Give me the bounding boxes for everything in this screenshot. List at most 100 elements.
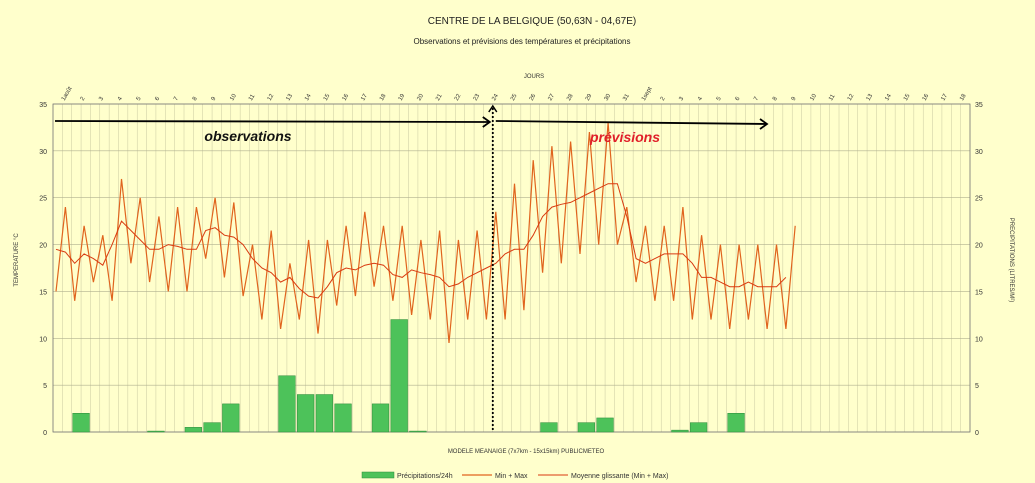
precipitation-bar bbox=[147, 430, 165, 433]
day-tick-label: 25 bbox=[510, 93, 519, 102]
precipitation-bar bbox=[690, 422, 708, 433]
chart-title: CENTRE DE LA BELGIQUE (50,63N - 04,67E) bbox=[428, 16, 636, 27]
day-tick-label: 8 bbox=[192, 96, 199, 102]
legend-swatch-precipitation bbox=[361, 471, 395, 479]
precipitation-bar bbox=[540, 422, 558, 433]
day-tick-label: 2 bbox=[660, 96, 667, 102]
day-tick-label: 28 bbox=[566, 93, 575, 102]
day-tick-label: 13 bbox=[285, 93, 294, 102]
annotations: observations prévisions bbox=[54, 104, 769, 432]
day-tick-label: 26 bbox=[529, 93, 538, 102]
y-tick-label-left: 0 bbox=[43, 430, 47, 437]
precipitation-bar bbox=[334, 403, 352, 433]
precipitation-bar bbox=[184, 427, 202, 433]
y-axis-label-left: TEMPERATURE °C bbox=[14, 233, 20, 287]
day-tick-label: 27 bbox=[547, 93, 556, 102]
y-tick-label-right: 30 bbox=[975, 149, 983, 156]
y-tick-label-left: 10 bbox=[39, 336, 47, 343]
day-tick-label: 11 bbox=[248, 93, 257, 102]
precipitation-bar bbox=[222, 403, 240, 433]
precipitation-bar bbox=[390, 319, 408, 433]
day-tick-label: 20 bbox=[416, 93, 425, 102]
legend-label-precipitation: Précipitations/24h bbox=[397, 473, 453, 480]
previsions-label: prévisions bbox=[589, 129, 660, 145]
chart-subtitle: Observations et prévisions des températu… bbox=[414, 37, 631, 46]
day-tick-label: 18 bbox=[379, 93, 388, 102]
day-tick-label: 17 bbox=[940, 93, 949, 102]
today-arrowhead bbox=[488, 104, 498, 113]
day-tick-label: 12 bbox=[267, 93, 276, 102]
day-tick-label: 22 bbox=[454, 93, 463, 102]
day-tick-label: 18 bbox=[959, 93, 968, 102]
day-tick-label: 13 bbox=[866, 93, 875, 102]
legend-label-moving-average: Moyenne glissante (Min + Max) bbox=[571, 473, 668, 480]
day-tick-label: 4 bbox=[697, 96, 704, 102]
y-tick-label-left: 20 bbox=[39, 243, 47, 250]
day-tick-label: 6 bbox=[154, 96, 161, 102]
day-tick-label: 14 bbox=[304, 93, 313, 102]
y-tick-label-left: 25 bbox=[39, 196, 47, 203]
day-tick-label: 5 bbox=[136, 96, 143, 102]
day-tick-label: 10 bbox=[809, 93, 818, 102]
precipitation-bar bbox=[278, 375, 296, 433]
day-tick-label: 14 bbox=[884, 93, 893, 102]
y-tick-label-right: 15 bbox=[975, 289, 983, 296]
day-tick-label: 8 bbox=[772, 96, 779, 102]
x-axis-label: MODELE MEANAIGE (7x7km - 15x15km) PUBLIC… bbox=[448, 449, 605, 455]
day-tick-label: 6 bbox=[735, 96, 742, 102]
day-tick-label: 31 bbox=[622, 93, 631, 102]
plot-frame bbox=[52, 103, 971, 433]
precipitation-bar bbox=[409, 430, 427, 433]
legend: Précipitations/24h Min + Max Moyenne gliss… bbox=[361, 471, 668, 480]
precipitation-bar bbox=[577, 422, 595, 433]
day-tick-label: 24 bbox=[491, 93, 500, 102]
min-max-line bbox=[55, 122, 796, 344]
day-tick-label: 7 bbox=[173, 96, 180, 102]
precipitation-bar bbox=[727, 413, 745, 433]
day-tick-label: 3 bbox=[678, 96, 685, 102]
moving-average-line bbox=[55, 183, 787, 299]
day-tick-label: 9 bbox=[791, 96, 798, 102]
day-tick-label: 23 bbox=[473, 93, 482, 102]
precipitation-bar bbox=[72, 413, 90, 433]
day-tick-label: 4 bbox=[117, 96, 124, 102]
y-tick-label-left: 35 bbox=[39, 102, 47, 109]
day-tick-label: 12 bbox=[847, 93, 856, 102]
day-tick-label: 15 bbox=[903, 93, 912, 102]
previsions-arrowhead bbox=[759, 118, 769, 130]
precipitation-bar bbox=[371, 403, 390, 433]
observations-label: observations bbox=[204, 128, 291, 144]
day-tick-label: 11 bbox=[828, 93, 837, 102]
precipitation-bar bbox=[297, 394, 315, 433]
y-tick-label-right: 25 bbox=[975, 196, 983, 203]
y-tick-label-right: 0 bbox=[975, 430, 979, 437]
day-tick-label: 7 bbox=[753, 96, 760, 102]
y-tick-label-right: 5 bbox=[975, 383, 979, 390]
precipitation-bar bbox=[315, 394, 333, 433]
day-tick-label: 9 bbox=[211, 96, 218, 102]
day-tick-label: 16 bbox=[922, 93, 931, 102]
previsions-arrow bbox=[495, 120, 768, 125]
observations-arrow bbox=[54, 120, 489, 123]
precipitation-bar bbox=[596, 417, 614, 433]
precipitation-bar bbox=[671, 429, 689, 433]
y-tick-label-right: 35 bbox=[975, 102, 983, 109]
day-tick-label: 30 bbox=[604, 93, 613, 102]
legend-label-minmax: Min + Max bbox=[495, 473, 528, 480]
day-tick-label: 15 bbox=[323, 93, 332, 102]
day-tick-label: 17 bbox=[360, 93, 369, 102]
top-axis-label: JOURS bbox=[524, 74, 544, 80]
day-tick-label: 21 bbox=[435, 93, 444, 102]
y-tick-label-left: 15 bbox=[39, 289, 47, 296]
y-tick-label-left: 30 bbox=[39, 149, 47, 156]
day-tick-label: 5 bbox=[716, 96, 723, 102]
day-tick-label: 10 bbox=[229, 93, 238, 102]
observations-arrowhead bbox=[482, 116, 492, 128]
y-axis-label-right: PRECIPITATIONS (LITRES/M²) bbox=[1008, 218, 1014, 302]
day-tick-label: 19 bbox=[398, 93, 407, 102]
y-tick-label-right: 10 bbox=[975, 336, 983, 343]
